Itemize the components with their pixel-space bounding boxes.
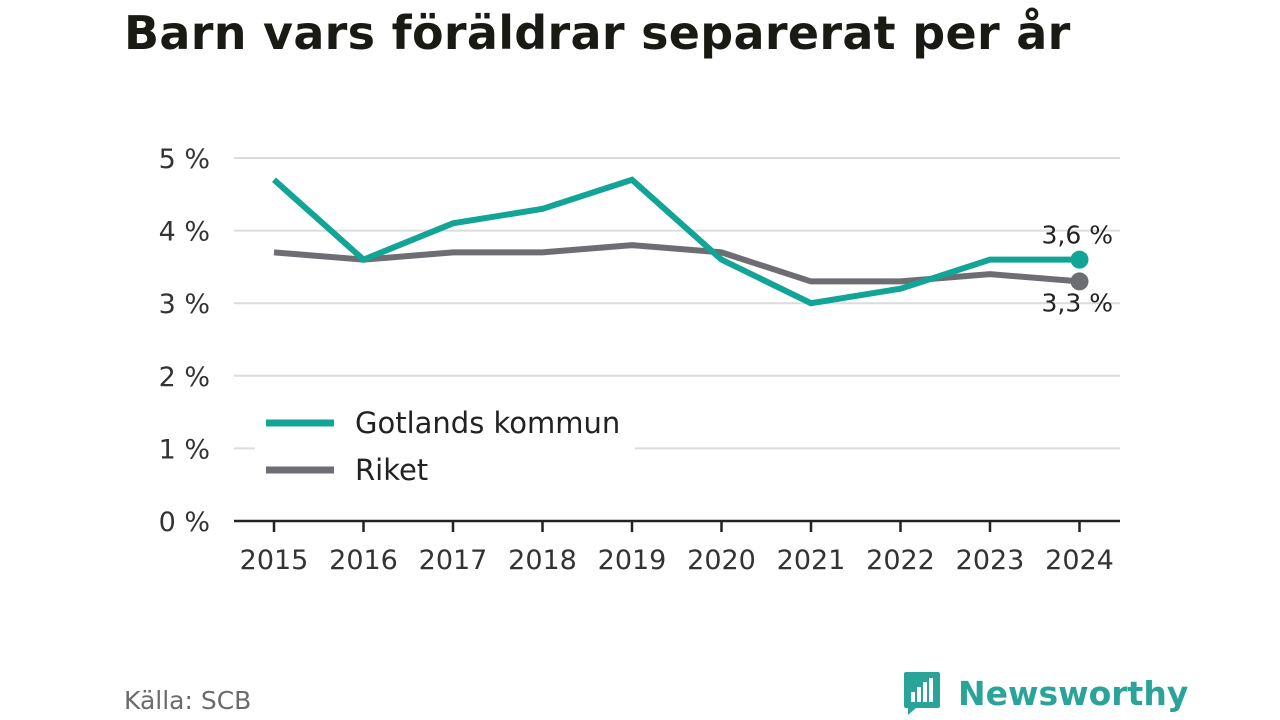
- y-tick-label: 1 %: [159, 434, 210, 465]
- series-riket: [273, 242, 1089, 291]
- x-tick-label: 2019: [598, 545, 667, 576]
- x-tick-label: 2022: [866, 545, 935, 576]
- series-line: [273, 242, 1080, 285]
- bar-chart-flag-icon: [904, 672, 940, 715]
- x-tick-label: 2020: [687, 545, 756, 576]
- y-tick-label: 5 %: [159, 144, 210, 175]
- y-tick-label: 2 %: [159, 362, 210, 393]
- legend-background: [255, 400, 635, 496]
- data-point: [1070, 272, 1089, 291]
- x-axis: [234, 519, 1120, 532]
- x-tick-label: 2023: [956, 545, 1025, 576]
- brand-name: Newsworthy: [958, 673, 1189, 713]
- legend-label: Gotlands kommun: [355, 406, 620, 440]
- data-point: [1070, 250, 1089, 269]
- x-tick-label: 2015: [240, 545, 309, 576]
- x-tick-label: 2016: [329, 545, 398, 576]
- y-tick-label: 3 %: [159, 289, 210, 320]
- end-value-label: 3,3 %: [1042, 288, 1113, 317]
- y-tick-label: 4 %: [159, 217, 210, 248]
- x-tick-label: 2018: [508, 545, 577, 576]
- y-axis-tick-labels: 0 % 1 % 2 % 3 % 4 % 5 %: [159, 144, 210, 538]
- legend: Gotlands kommun Riket: [255, 400, 635, 496]
- end-labels: 3,6 % 3,3 %: [1042, 221, 1113, 318]
- y-tick-label: 0 %: [159, 507, 210, 538]
- x-tick-label: 2017: [419, 545, 488, 576]
- chart-title: Barn vars föräldrar separerat per år: [124, 6, 1071, 60]
- x-tick-label: 2021: [777, 545, 846, 576]
- series-lines: [272, 176, 1089, 307]
- series-gotlands-kommun: [272, 176, 1089, 307]
- end-value-label: 3,6 %: [1042, 221, 1113, 250]
- legend-label: Riket: [355, 453, 428, 487]
- x-axis-tick-labels: 2015 2016 2017 2018 2019 2020 2021 2022 2023 2024: [240, 545, 1114, 576]
- source-note: Källa: SCB: [124, 686, 252, 715]
- brand: Newsworthy: [902, 670, 1188, 716]
- series-line: [272, 176, 1080, 307]
- x-tick-label: 2024: [1045, 545, 1114, 576]
